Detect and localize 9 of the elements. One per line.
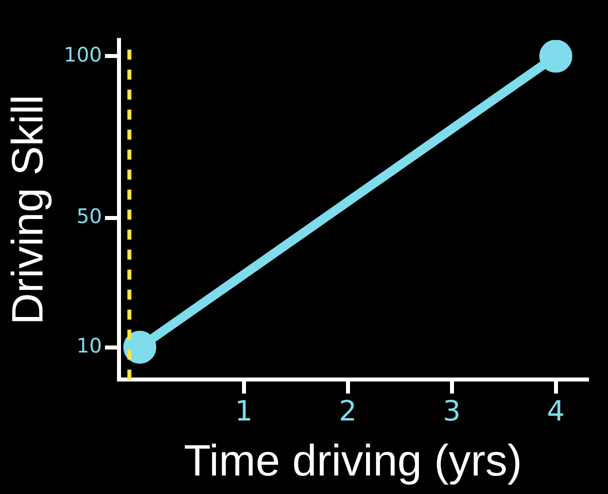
y-tick-label: 10 bbox=[76, 333, 102, 358]
y-axis-title: Driving Skill bbox=[4, 94, 53, 325]
y-tick-label: 50 bbox=[76, 204, 102, 228]
x-tick-label: 3 bbox=[442, 394, 461, 428]
x-tick-label: 1 bbox=[234, 394, 253, 428]
x-tick-label: 4 bbox=[546, 394, 565, 428]
x-tick-label: 2 bbox=[338, 394, 357, 428]
y-tick-label: 100 bbox=[64, 42, 102, 66]
x-axis-title: Time driving (yrs) bbox=[184, 436, 522, 486]
